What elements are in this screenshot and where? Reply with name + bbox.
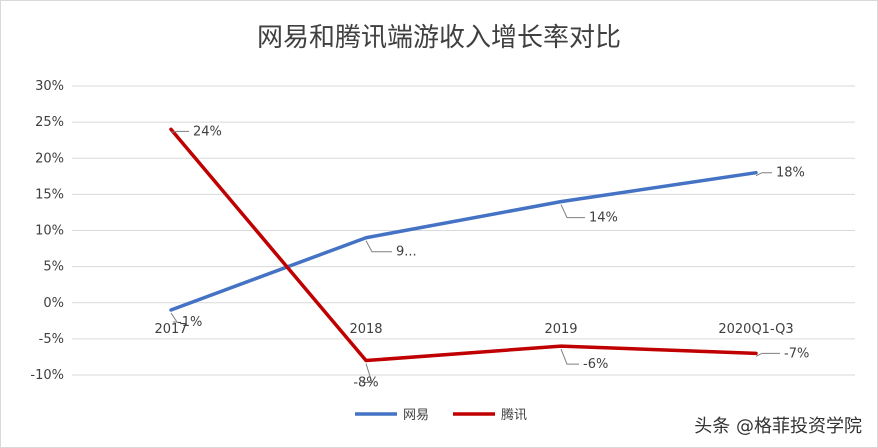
x-axis-category-labels: 2017 2018 2019 2020Q1-Q3 bbox=[154, 322, 793, 337]
y-tick-label: 10% bbox=[35, 224, 64, 239]
y-tick-label: 25% bbox=[35, 115, 64, 130]
y-tick-label: 20% bbox=[35, 151, 64, 166]
data-label: -7% bbox=[784, 346, 809, 361]
data-label-leader bbox=[365, 240, 392, 253]
data-label: -8% bbox=[353, 376, 378, 391]
gridlines bbox=[72, 85, 855, 376]
legend: 网易 腾讯 bbox=[355, 407, 527, 423]
data-labels: -1% 9... 14% 18% 24% -8% -6% -7% bbox=[170, 124, 809, 391]
x-category-label: 2019 bbox=[544, 322, 577, 337]
series-lines bbox=[169, 127, 758, 363]
data-label: 24% bbox=[193, 124, 222, 139]
data-label: 14% bbox=[589, 211, 618, 226]
y-tick-label: 0% bbox=[43, 296, 64, 311]
data-label-leader bbox=[362, 363, 373, 384]
y-tick-label: -5% bbox=[39, 332, 64, 347]
series-line-tencent bbox=[169, 127, 758, 363]
watermark-text: 头条 @格菲投资学院 bbox=[694, 416, 862, 437]
y-tick-label: 15% bbox=[35, 187, 64, 202]
data-label-leader bbox=[755, 352, 780, 357]
data-label: -6% bbox=[583, 357, 608, 372]
chart-title: 网易和腾讯端游收入增长率对比 bbox=[257, 23, 621, 53]
y-tick-label: 5% bbox=[43, 260, 64, 275]
data-label: 18% bbox=[776, 166, 805, 181]
series-line-netease bbox=[169, 170, 758, 312]
data-label-leader bbox=[170, 130, 189, 133]
data-label-leader bbox=[170, 312, 178, 323]
legend-label: 网易 bbox=[403, 408, 429, 423]
legend-label: 腾讯 bbox=[501, 407, 527, 423]
y-tick-label: 30% bbox=[35, 79, 64, 94]
y-axis-tick-labels: -10% -5% 0% 5% 10% 15% 20% 25% 30% bbox=[30, 79, 64, 383]
x-category-label: 2018 bbox=[349, 322, 382, 337]
data-label-leader bbox=[560, 348, 579, 365]
y-tick-label: -10% bbox=[30, 368, 64, 383]
data-label: 9... bbox=[396, 245, 417, 260]
x-category-label: 2017 bbox=[154, 322, 187, 337]
data-label-leader bbox=[560, 204, 585, 219]
data-label: -1% bbox=[177, 315, 202, 330]
x-category-label: 2020Q1-Q3 bbox=[718, 322, 793, 337]
data-label-leader bbox=[755, 172, 772, 177]
